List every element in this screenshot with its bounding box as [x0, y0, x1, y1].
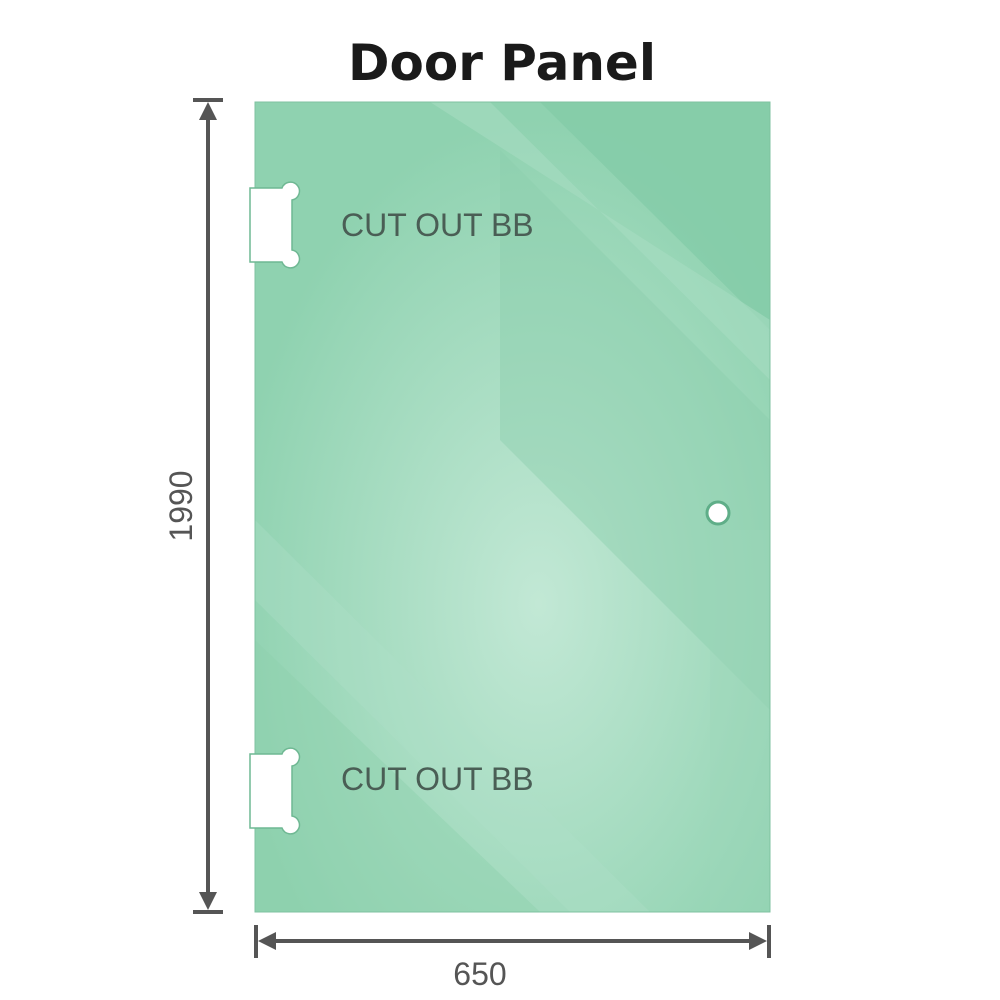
height-dimension-line [193, 98, 223, 914]
cutout-bottom-label: CUT OUT BB [341, 761, 534, 797]
cutout-top [249, 181, 301, 269]
diagram-title: Door Panel [348, 34, 656, 92]
handle-hole [705, 500, 731, 526]
height-label: 1990 [163, 470, 199, 541]
cutout-bottom [249, 747, 301, 835]
cutout-top-label: CUT OUT BB [341, 207, 534, 243]
width-dimension-line [254, 925, 771, 958]
width-label: 650 [453, 956, 506, 992]
glass-panel [254, 101, 771, 913]
